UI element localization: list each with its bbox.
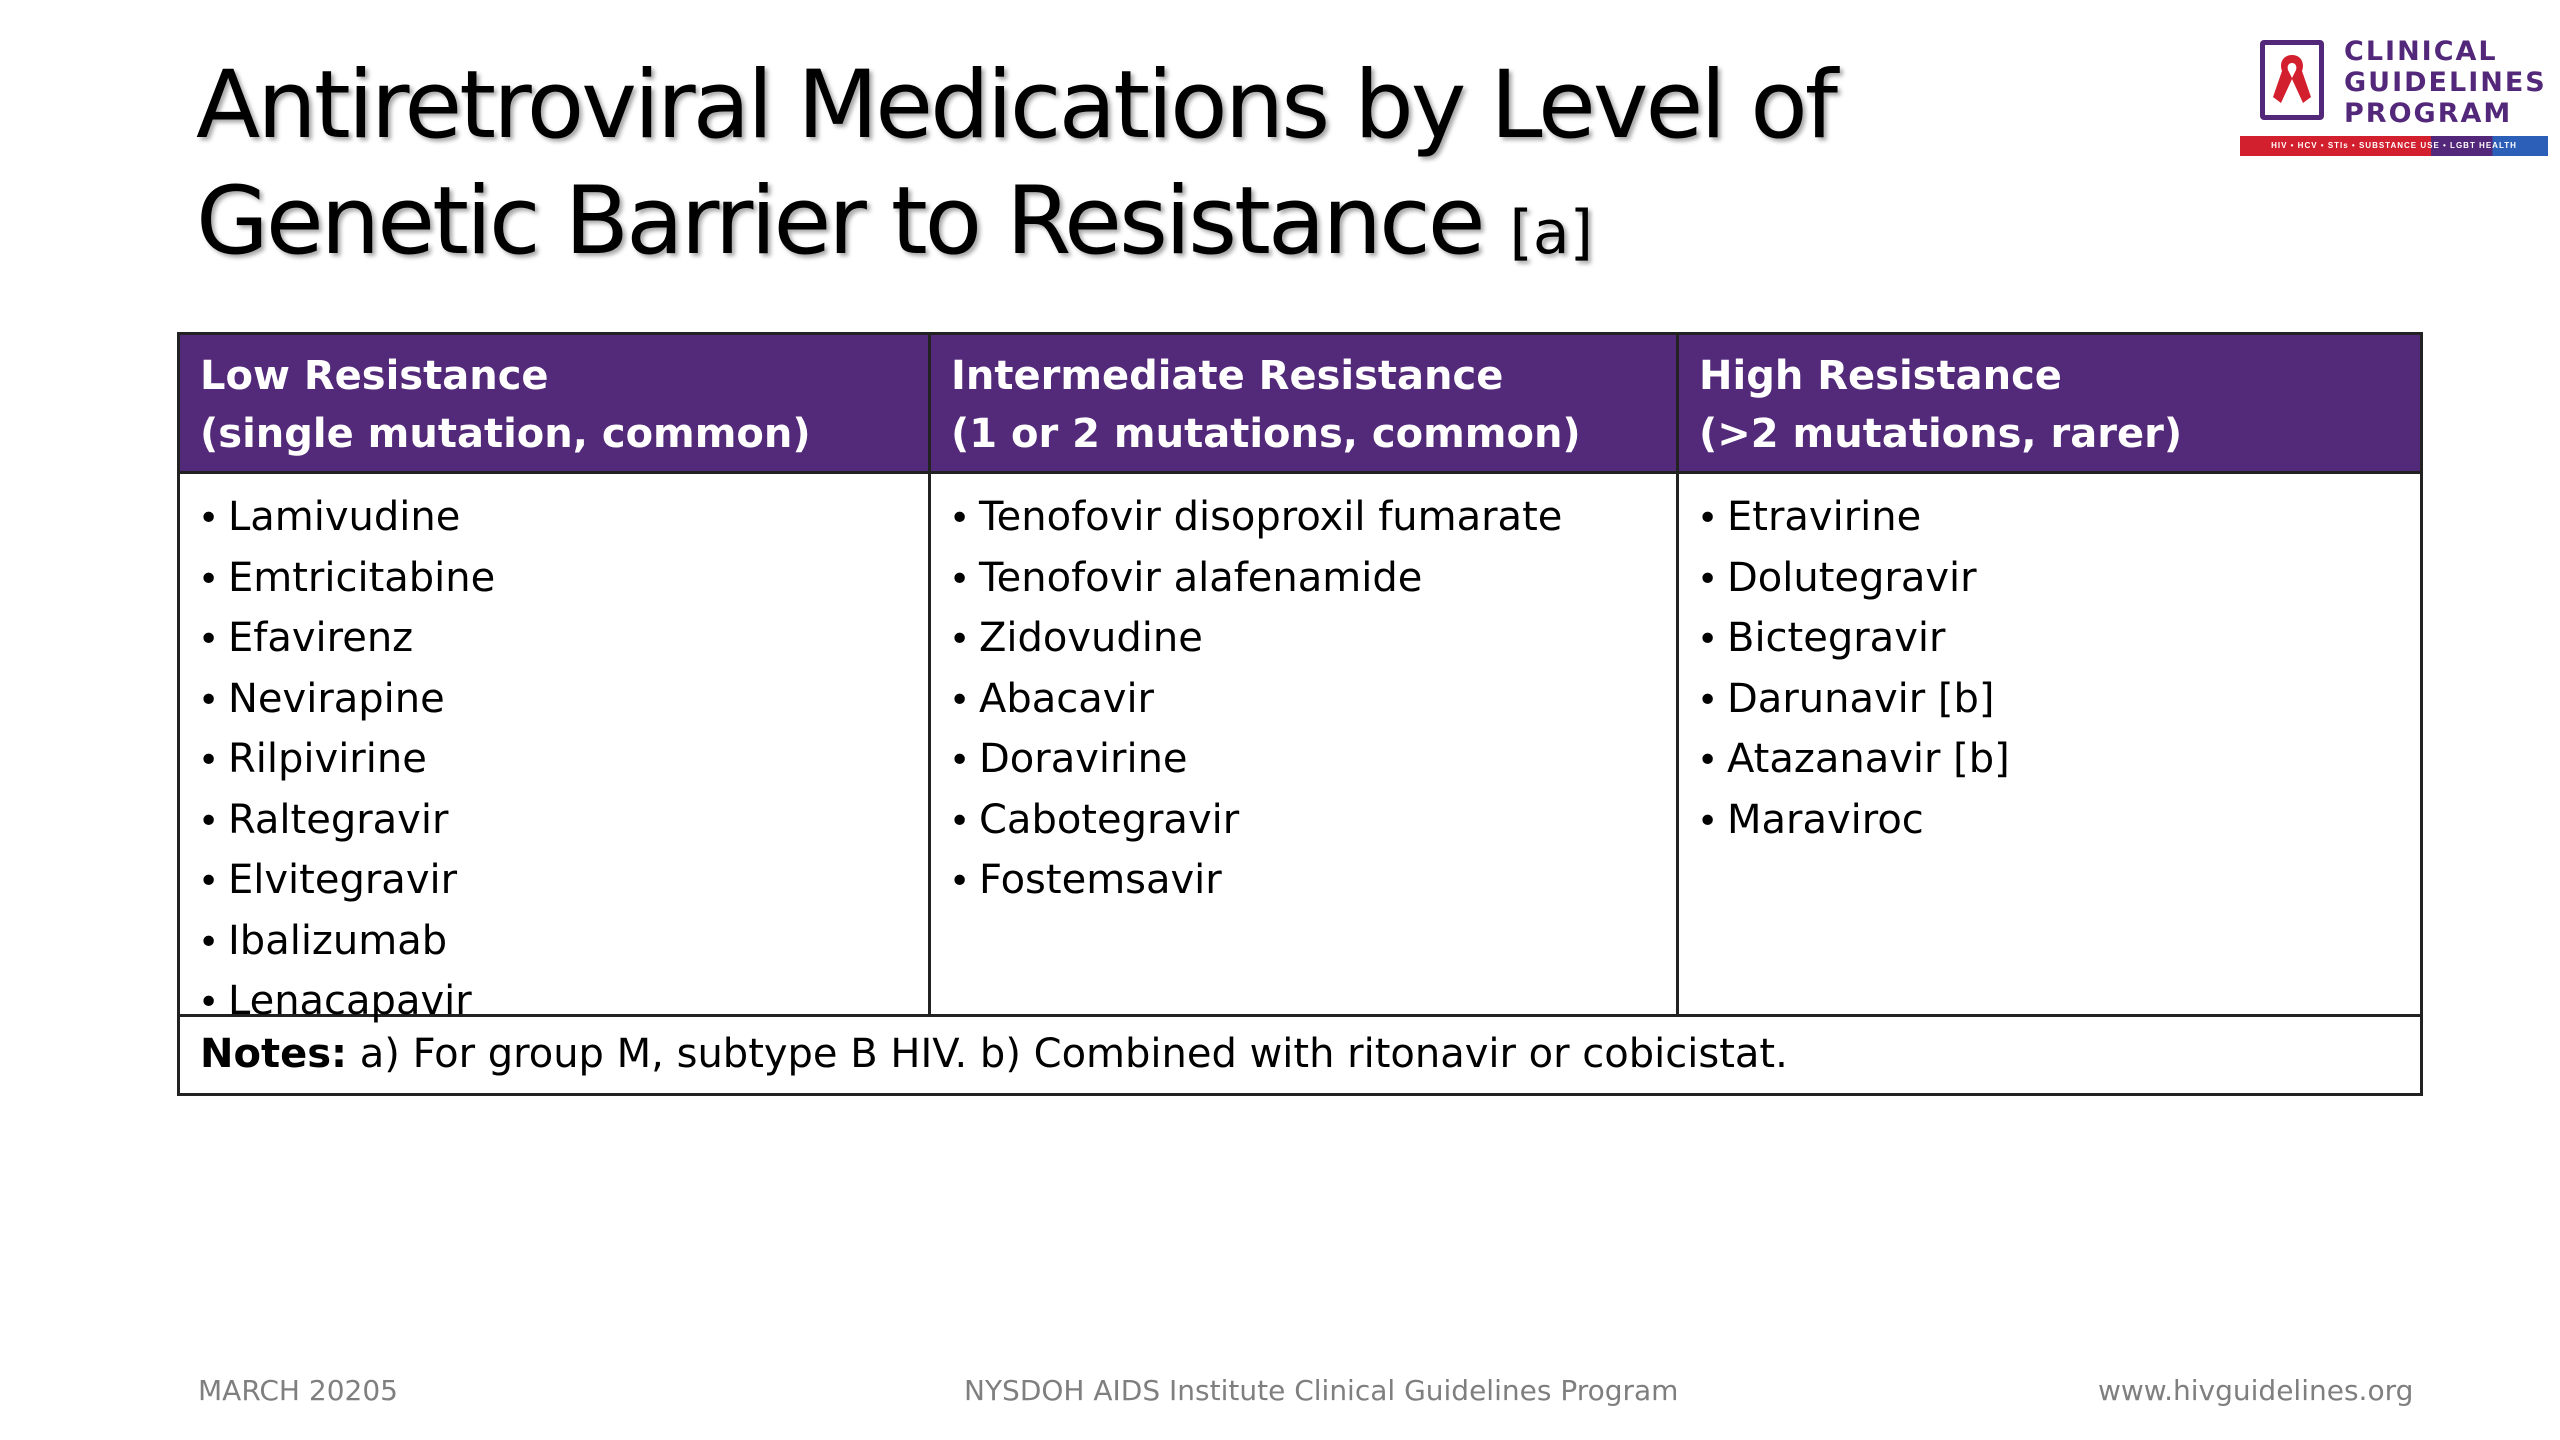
list-item: Doravirine — [949, 730, 1676, 791]
logo-line-2: GUIDELINES — [2344, 67, 2547, 98]
low-resistance-list: Lamivudine Emtricitabine Efavirenz Nevir… — [198, 488, 928, 1033]
list-item: Atazanavir [b] — [1697, 730, 2420, 791]
footer-date: MARCH 20205 — [198, 1374, 398, 1407]
slide-title: Antiretroviral Medications by Level of G… — [196, 48, 2196, 291]
list-item: Efavirenz — [198, 609, 928, 670]
high-resistance-cell: Etravirine Dolutegravir Bictegravir Daru… — [1676, 474, 2420, 1014]
list-item: Abacavir — [949, 670, 1676, 731]
red-ribbon-icon — [2273, 55, 2311, 103]
footer-website-link[interactable]: www.hivguidelines.org — [2098, 1374, 2414, 1407]
list-item: Raltegravir — [198, 791, 928, 852]
header-subtitle: (single mutation, common) — [200, 411, 811, 457]
header-subtitle: (>2 mutations, rarer) — [1699, 411, 2183, 457]
list-item: Maraviroc — [1697, 791, 2420, 852]
title-text: Antiretroviral Medications by Level of G… — [196, 51, 1838, 276]
list-item: Fostemsavir — [949, 851, 1676, 912]
list-item: Etravirine — [1697, 488, 2420, 549]
list-item: Zidovudine — [949, 609, 1676, 670]
table-notes: Notes: a) For group M, subtype B HIV. b)… — [180, 1017, 2420, 1093]
intermediate-resistance-cell: Tenofovir disoproxil fumarate Tenofovir … — [928, 474, 1676, 1014]
logo-line-3: PROGRAM — [2344, 98, 2513, 129]
title-footnote-marker: [a] — [1509, 198, 1594, 268]
clinical-guidelines-logo: CLINICAL GUIDELINES PROGRAM HIV • HCV • … — [2240, 36, 2552, 162]
list-item: Ibalizumab — [198, 912, 928, 973]
list-item: Bictegravir — [1697, 609, 2420, 670]
notes-label: Notes: — [200, 1031, 348, 1077]
list-item: Rilpivirine — [198, 730, 928, 791]
high-resistance-list: Etravirine Dolutegravir Bictegravir Daru… — [1697, 488, 2420, 851]
intermediate-resistance-list: Tenofovir disoproxil fumarate Tenofovir … — [949, 488, 1676, 912]
header-high-resistance: High Resistance (>2 mutations, rarer) — [1676, 335, 2420, 471]
list-item: Lamivudine — [198, 488, 928, 549]
logo-tagline-bar: HIV • HCV • STIs • SUBSTANCE USE • LGBT … — [2240, 136, 2548, 156]
list-item: Lenacapavir — [198, 972, 928, 1033]
list-item: Elvitegravir — [198, 851, 928, 912]
header-low-resistance: Low Resistance (single mutation, common) — [180, 335, 928, 471]
notes-text: a) For group M, subtype B HIV. b) Combin… — [347, 1031, 1788, 1077]
header-title: Low Resistance — [200, 353, 549, 399]
footer-organization: NYSDOH AIDS Institute Clinical Guideline… — [964, 1374, 1679, 1407]
list-item: Nevirapine — [198, 670, 928, 731]
resistance-table: Low Resistance (single mutation, common)… — [177, 332, 2423, 1096]
header-title: High Resistance — [1699, 353, 2062, 399]
table-body: Lamivudine Emtricitabine Efavirenz Nevir… — [180, 474, 2420, 1024]
list-item: Tenofovir disoproxil fumarate — [949, 488, 1676, 549]
logo-badge — [2260, 40, 2324, 120]
logo-line-1: CLINICAL — [2344, 36, 2498, 67]
list-item: Cabotegravir — [949, 791, 1676, 852]
logo-text: CLINICAL GUIDELINES PROGRAM — [2344, 36, 2547, 129]
list-item: Dolutegravir — [1697, 549, 2420, 610]
header-intermediate-resistance: Intermediate Resistance (1 or 2 mutation… — [928, 335, 1676, 471]
list-item: Tenofovir alafenamide — [949, 549, 1676, 610]
list-item: Emtricitabine — [198, 549, 928, 610]
header-title: Intermediate Resistance — [951, 353, 1504, 399]
table-header: Low Resistance (single mutation, common)… — [180, 335, 2420, 474]
header-subtitle: (1 or 2 mutations, common) — [951, 411, 1581, 457]
low-resistance-cell: Lamivudine Emtricitabine Efavirenz Nevir… — [180, 474, 928, 1024]
list-item: Darunavir [b] — [1697, 670, 2420, 731]
